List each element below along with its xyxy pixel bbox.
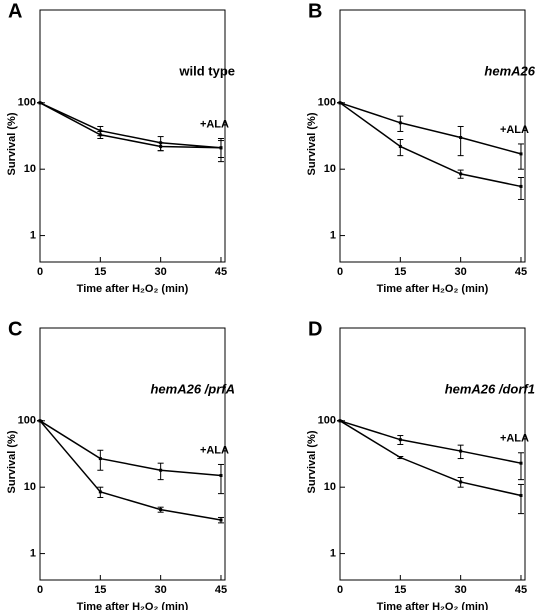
- panel-letter: D: [308, 318, 322, 340]
- point: [338, 101, 342, 105]
- point: [519, 184, 523, 188]
- x-tick-label: 30: [155, 266, 167, 278]
- series-label: +ALA: [500, 433, 529, 445]
- panel-title: hemA26: [484, 63, 535, 78]
- point: [159, 141, 163, 145]
- point: [98, 457, 102, 461]
- x-axis-label: Time after H₂O₂ (min): [377, 283, 489, 295]
- y-tick-label: 10: [324, 481, 336, 493]
- x-axis-label: Time after H₂O₂ (min): [77, 601, 189, 610]
- panel-title: wild type: [178, 63, 235, 78]
- x-tick-label: 15: [394, 584, 406, 596]
- y-tick-label: 10: [24, 163, 36, 175]
- series-line: [339, 420, 522, 497]
- y-axis-label: Survival (%): [6, 430, 18, 493]
- point: [38, 101, 42, 105]
- point: [459, 172, 463, 176]
- x-tick-label: 0: [37, 266, 43, 278]
- x-axis-label: Time after H₂O₂ (min): [377, 601, 489, 610]
- y-tick-label: 100: [18, 415, 36, 427]
- point: [38, 419, 42, 423]
- series-line: [39, 102, 221, 149]
- y-tick-label: 100: [18, 97, 36, 109]
- point: [338, 419, 342, 423]
- x-tick-label: 30: [155, 584, 167, 596]
- error-bar: [97, 449, 104, 471]
- error-bar: [517, 143, 524, 170]
- x-tick-label: 45: [515, 584, 527, 596]
- point: [219, 146, 223, 150]
- error-bar: [217, 463, 224, 495]
- y-tick-label: 1: [30, 547, 36, 559]
- x-tick-label: 15: [94, 266, 106, 278]
- point: [398, 121, 402, 125]
- point: [398, 456, 402, 460]
- x-axis-label: Time after H₂O₂ (min): [77, 283, 189, 295]
- y-tick-label: 10: [24, 481, 36, 493]
- error-bar: [517, 452, 524, 481]
- series-line: [39, 102, 222, 149]
- error-bar: [517, 483, 524, 515]
- point: [219, 474, 223, 478]
- point: [459, 136, 463, 140]
- point: [98, 490, 102, 494]
- series-label: +ALA: [200, 118, 229, 130]
- error-bar: [517, 176, 524, 200]
- x-tick-label: 0: [337, 584, 343, 596]
- error-bar: [457, 125, 464, 157]
- series-line: [39, 420, 222, 521]
- x-tick-label: 15: [394, 266, 406, 278]
- point: [459, 449, 463, 453]
- y-axis-label: Survival (%): [306, 430, 318, 493]
- series-line: [339, 420, 522, 464]
- series-line: [39, 420, 222, 477]
- plot-frame: [339, 327, 526, 581]
- point: [459, 480, 463, 484]
- series-label: +ALA: [200, 444, 229, 456]
- x-tick-label: 30: [455, 584, 467, 596]
- y-axis-label: Survival (%): [306, 112, 318, 175]
- x-tick-label: 0: [337, 266, 343, 278]
- x-tick-label: 30: [455, 266, 467, 278]
- x-tick-label: 15: [94, 584, 106, 596]
- panel-title: hemA26 /prfA: [150, 381, 235, 396]
- point: [159, 468, 163, 472]
- panel-letter: A: [8, 0, 22, 22]
- y-axis-label: Survival (%): [6, 112, 18, 175]
- plot-frame: [39, 9, 226, 263]
- series-label: +ALA: [500, 124, 529, 136]
- plot-frame: [339, 9, 526, 263]
- series-line: [339, 102, 522, 188]
- error-bar: [217, 137, 224, 163]
- panel-title: hemA26 /dorf1: [445, 381, 535, 396]
- y-tick-label: 10: [324, 163, 336, 175]
- x-tick-label: 45: [215, 584, 227, 596]
- y-tick-label: 100: [318, 415, 336, 427]
- y-tick-label: 1: [330, 229, 336, 241]
- panel-letter: C: [8, 318, 22, 340]
- point: [159, 508, 163, 512]
- point: [519, 461, 523, 465]
- point: [219, 518, 223, 522]
- y-tick-label: 100: [318, 97, 336, 109]
- point: [398, 438, 402, 442]
- point: [398, 144, 402, 148]
- y-tick-label: 1: [330, 547, 336, 559]
- point: [519, 152, 523, 156]
- x-tick-label: 0: [37, 584, 43, 596]
- plot-frame: [39, 327, 226, 581]
- panel-letter: B: [308, 0, 322, 22]
- y-tick-label: 1: [30, 229, 36, 241]
- x-tick-label: 45: [215, 266, 227, 278]
- point: [519, 493, 523, 497]
- x-tick-label: 45: [515, 266, 527, 278]
- point: [98, 129, 102, 133]
- series-line: [339, 102, 522, 155]
